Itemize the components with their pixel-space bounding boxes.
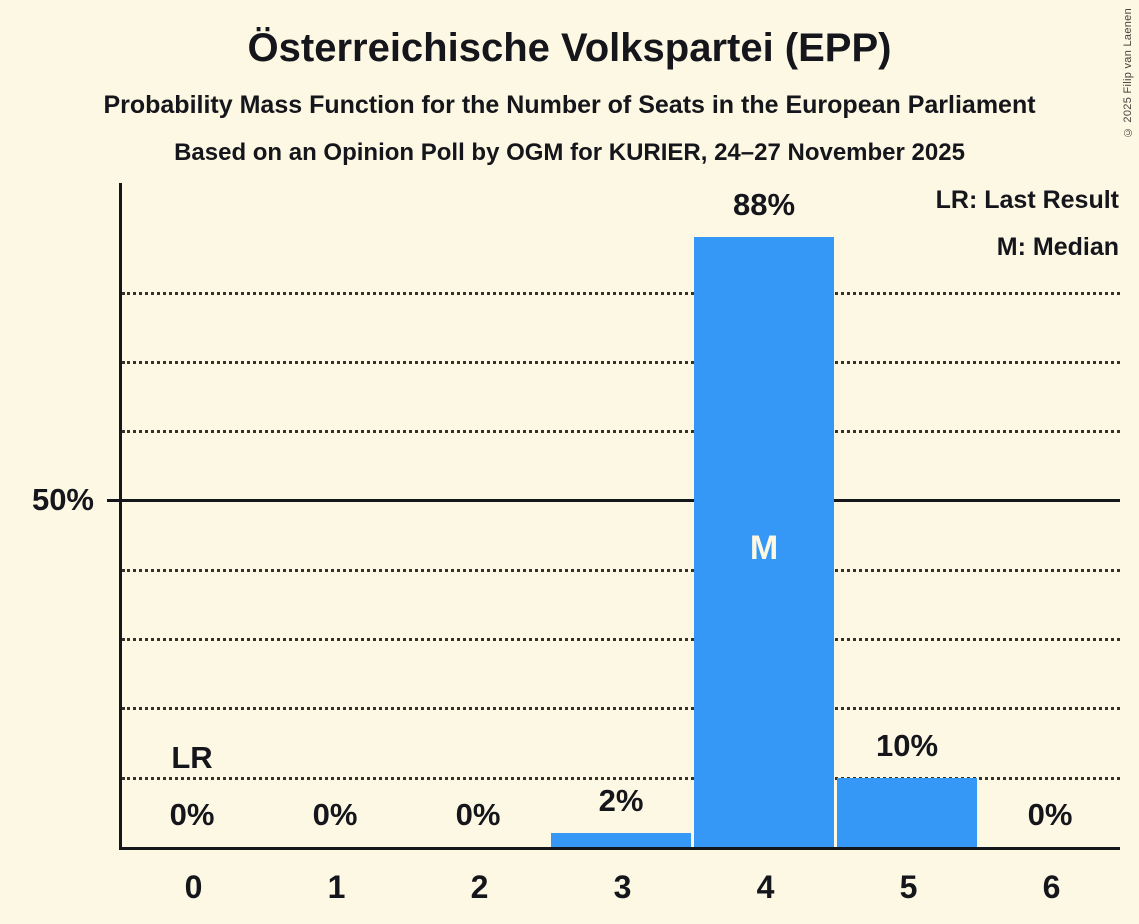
bar-value-label-seat-5: 10% (875, 728, 939, 763)
x-tick-label-3: 3 (613, 869, 632, 905)
x-tick-label-4: 4 (756, 869, 775, 905)
bar-value-label-seat-6: 0% (1027, 797, 1073, 832)
gridline-50pct-solid (122, 499, 1120, 502)
gridline-30pct (122, 638, 1120, 642)
bar-seat-5 (837, 778, 977, 847)
bar-seat-3 (551, 833, 691, 847)
legend-median: M: Median (996, 233, 1119, 261)
x-tick-label-0: 0 (184, 869, 203, 905)
gridline-20pct (122, 707, 1120, 711)
bar-value-label-seat-4: 88% (732, 187, 796, 222)
chart-title: Österreichische Volkspartei (EPP) (247, 26, 892, 70)
x-tick-label-2: 2 (470, 869, 489, 905)
bar-value-label-seat-1: 0% (312, 797, 358, 832)
median-marker: M (749, 529, 779, 567)
bar-value-label-seat-2: 0% (455, 797, 501, 832)
gridline-70pct (122, 360, 1120, 364)
x-tick-label-5: 5 (899, 869, 918, 905)
gridline-80pct (122, 291, 1120, 295)
copyright-notice: © 2025 Filip van Laenen (1122, 8, 1134, 139)
gridline-40pct (122, 568, 1120, 572)
gridline-10pct (122, 776, 1120, 780)
bar-value-label-seat-0: 0% (169, 797, 215, 832)
gridline-60pct (122, 430, 1120, 434)
legend-last-result: LR: Last Result (935, 186, 1119, 214)
chart-subtitle: Probability Mass Function for the Number… (103, 91, 1036, 119)
last-result-marker: LR (171, 740, 213, 775)
chart-poll-info: Based on an Opinion Poll by OGM for KURI… (174, 139, 965, 166)
bar-seat-4 (694, 237, 834, 847)
y-axis-50-tick (107, 499, 119, 502)
y-axis-50-label: 50% (31, 482, 94, 517)
bar-value-label-seat-3: 2% (598, 783, 644, 818)
plot-area: 50% 0% 0% 0% 2% 88% 10% 0% LR M 0 1 2 3 4 5 6 (32, 183, 1120, 905)
x-tick-label-6: 6 (1042, 869, 1061, 905)
x-tick-label-1: 1 (327, 869, 346, 905)
